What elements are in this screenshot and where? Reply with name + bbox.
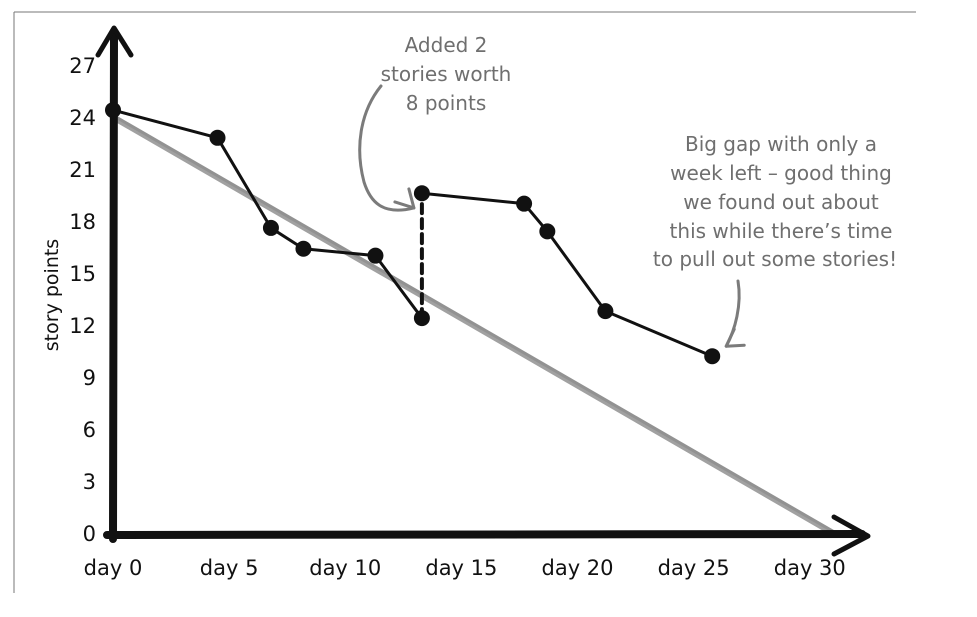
x-tick-label: day 15 (425, 556, 497, 580)
y-tick-label: 27 (69, 54, 96, 78)
annotation-gap-warning-arrowhead (724, 327, 746, 348)
actual-data-point (295, 240, 312, 257)
annotation-gap-warning-arrow (724, 279, 741, 348)
x-tick-label: day 0 (84, 556, 143, 580)
axes-layer (95, 25, 871, 557)
actual-data-point (597, 303, 614, 320)
y-tick-label: 3 (83, 470, 96, 494)
annotation-scope-change-arrow (358, 84, 416, 212)
y-axis-line (109, 32, 118, 543)
actual-data-point (704, 348, 721, 365)
x-tick-label: day 10 (309, 556, 381, 580)
annotation-gap-warning-line: this while there’s time (670, 219, 893, 243)
annotation-scope-change-line: Added 2 (405, 33, 488, 57)
y-tick-label: 6 (83, 418, 96, 442)
y-tick-label: 12 (69, 314, 96, 338)
actual-burndown-line (111, 108, 714, 358)
x-tick-label: day 25 (658, 556, 730, 580)
y-axis-arrowhead (95, 25, 134, 58)
annotation-gap-warning-line: week left – good thing (670, 161, 892, 185)
actual-data-point (413, 185, 430, 202)
ideal-burndown-layer (110, 114, 837, 538)
y-tick-label: 9 (83, 366, 96, 390)
actual-data-point (516, 195, 533, 212)
annotation-scope-change-line: 8 points (406, 91, 487, 115)
actual-data-point (367, 247, 384, 264)
y-tick-label: 0 (83, 522, 96, 546)
y-tick-label: 21 (69, 158, 96, 182)
annotation-gap-warning-line: we found out about (683, 190, 879, 214)
annotation-gap-warning-line: Big gap with only a (685, 132, 877, 156)
actual-data-point (539, 223, 556, 240)
x-axis-line (103, 530, 866, 539)
actual-data-point (413, 310, 430, 327)
ideal-burndown-line (110, 114, 836, 536)
x-axis-arrowhead (831, 514, 871, 557)
annotation-scope-change-line: stories worth (381, 62, 512, 86)
y-tick-label: 15 (69, 262, 96, 286)
ideal-burndown-shadow-line (113, 118, 837, 538)
actual-data-point (262, 219, 279, 236)
x-tick-label: day 30 (774, 556, 846, 580)
ticks-layer: 0 3 6 9 12 15 18 21 24 27 day 0 day 5 day 10 day 15 da… (69, 54, 846, 580)
y-axis-title: story points (41, 239, 63, 351)
actual-data-point (105, 102, 121, 119)
actual-burndown-layer (105, 102, 721, 365)
y-tick-label: 18 (69, 210, 96, 234)
annotation-gap-warning-line: to pull out some stories! (653, 247, 897, 271)
annotation-layer: Added 2 stories worth 8 points Big gap with… (358, 33, 897, 348)
x-tick-label: day 5 (200, 556, 259, 580)
annotation-scope-change-arrowhead (393, 187, 416, 210)
y-tick-label: 24 (69, 106, 96, 130)
actual-data-point (209, 129, 226, 146)
x-tick-label: day 20 (542, 556, 614, 580)
